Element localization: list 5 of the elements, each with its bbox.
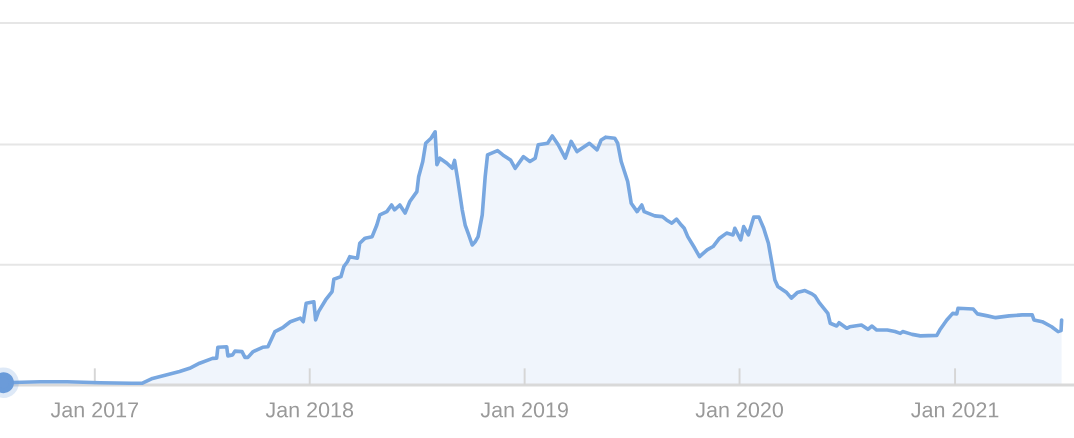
x-tick-label: Jan 2018 xyxy=(265,402,354,418)
x-tick-label: Jan 2017 xyxy=(50,402,139,418)
x-tick-label: Jan 2020 xyxy=(695,402,784,418)
x-tick-label: Jan 2019 xyxy=(480,402,568,418)
x-tick-label: Jan 2021 xyxy=(911,402,999,418)
